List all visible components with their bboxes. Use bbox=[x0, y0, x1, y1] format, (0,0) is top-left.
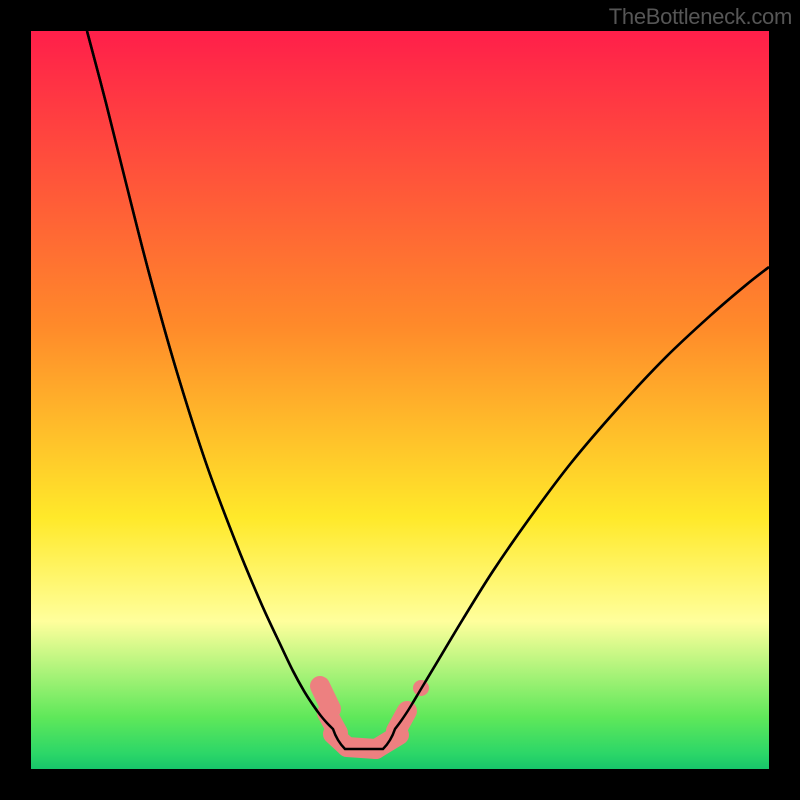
watermark-text: TheBottleneck.com bbox=[609, 4, 792, 30]
bottleneck-curve bbox=[87, 31, 769, 749]
gradient-plot-area bbox=[31, 31, 769, 769]
chart-svg bbox=[31, 31, 769, 769]
bottleneck-curve bbox=[87, 31, 769, 749]
